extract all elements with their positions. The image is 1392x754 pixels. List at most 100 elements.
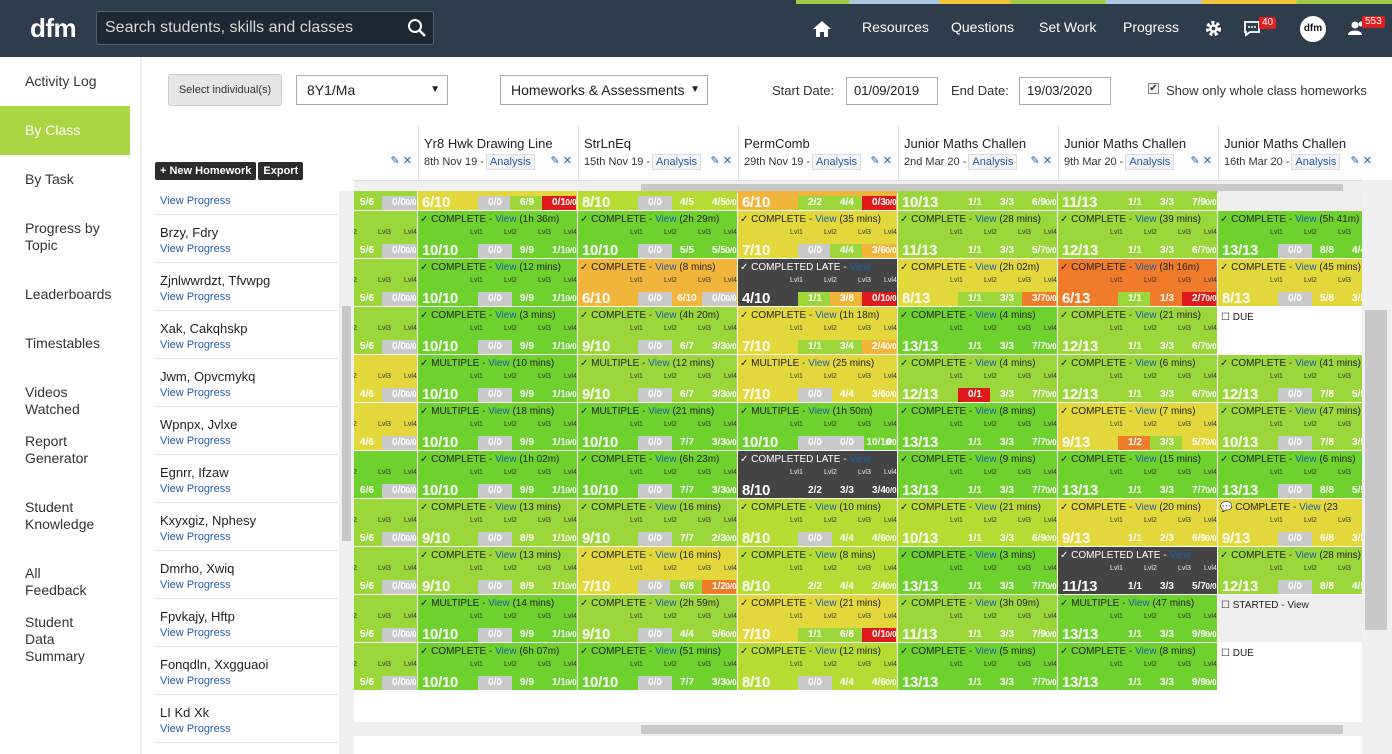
result-cell[interactable]: ✓ COMPLETE - View (12 mins) Lvl1 Lvl2 Lvl3 L… (418, 259, 577, 306)
bottom-scrollbar[interactable] (354, 722, 1362, 736)
sidebar-item-timestables[interactable]: Timestables (25, 335, 100, 351)
sidebar-item-progress-by-topic[interactable]: Progress by Topic (25, 220, 100, 253)
column-title[interactable]: StrLnEq (584, 136, 631, 151)
result-cell[interactable]: ✓ COMPLETE - View (8 mins) Lvl1 Lvl2 Lvl3 Lv… (898, 403, 1057, 450)
view-link[interactable]: View (975, 454, 997, 465)
view-link[interactable]: View (975, 406, 997, 417)
result-cell[interactable]: ✓ COMPLETE - View (2h 02m) Lvl1 Lvl2 Lvl3 Lv… (898, 259, 1057, 306)
result-cell[interactable]: ✓ COMPLETE - View (10 mins) Lvl1 Lvl2 Lvl3 L… (738, 499, 897, 546)
view-link[interactable]: View (849, 262, 871, 273)
student-name[interactable]: Dmrho, Xwiq (160, 561, 235, 576)
edit-remove-icons[interactable]: ✎ ✕ (710, 155, 733, 167)
nav-questions[interactable]: Questions (951, 19, 1015, 35)
result-cell[interactable]: ✓ COMPLETE - View (8 mins) Lvl1 Lvl2 Lvl3 Lv… (1058, 643, 1217, 690)
result-cell[interactable]: ✓ COMPLETE - View (13 mins) Lvl1 Lvl2 Lvl3 L… (418, 547, 577, 594)
analysis-button[interactable]: Analysis (968, 154, 1018, 170)
result-cell[interactable]: ✓ COMPLETE - View (9 mins) Lvl1 Lvl2 Lvl3 Lv… (898, 451, 1057, 498)
student-name[interactable]: Zjnlwwrdzt, Tfvwpg (160, 273, 271, 288)
student-name[interactable]: Fpvkajy, Hftp (160, 609, 235, 624)
view-progress-link[interactable]: View Progress (160, 675, 231, 687)
result-cell[interactable]: ☐ DUE (1218, 307, 1362, 354)
nav-progress[interactable]: Progress (1123, 19, 1180, 35)
view-link[interactable]: View (975, 358, 997, 369)
analysis-button[interactable]: Analysis (812, 154, 862, 170)
result-cell[interactable]: ✓ COMPLETE - View (6h 23m) Lvl1 Lvl2 Lvl3 Lv… (578, 451, 737, 498)
user-avatar[interactable]: dfm (1298, 14, 1328, 44)
result-cell[interactable]: ✓ COMPLETE - View (8 mins) Lvl1 Lvl2 Lvl3 Lv… (578, 259, 737, 306)
search-input[interactable] (97, 12, 433, 44)
search-box[interactable] (96, 11, 434, 45)
result-cell[interactable]: ✓ COMPLETE - View (6 mins) Lvl1 Lvl2 Lvl3 Lv… (1058, 355, 1217, 402)
student-name[interactable]: Brzy, Fdry (160, 225, 219, 240)
result-cell[interactable]: ✓ COMPLETE - View (13 mins) Lvl1 Lvl2 Lvl3 L… (418, 499, 577, 546)
view-link[interactable]: View (1128, 598, 1150, 609)
sidebar-item-by-task[interactable]: By Task (25, 171, 74, 187)
result-cell[interactable]: ✓ COMPLETE - View (47 mins)Lvl1Lvl2Lvl3L… (1218, 403, 1362, 450)
view-link[interactable]: View (1295, 214, 1317, 225)
column-title[interactable]: PermComb (744, 136, 810, 151)
view-link[interactable]: View (975, 310, 997, 321)
result-cell[interactable]: ✓ COMPLETE - View (3h 09m) Lvl1 Lvl2 Lvl3 Lv… (898, 595, 1057, 642)
edit-remove-icons[interactable]: ✎ ✕ (870, 155, 893, 167)
result-cell[interactable]: (27 mins)Lvl1Lvl2Lvl3Lvl42/25/60/00/0 (354, 595, 417, 642)
result-cell[interactable]: ✓ COMPLETE - View (3h 16m) Lvl1 Lvl2 Lvl3 Lv… (1058, 259, 1217, 306)
view-link[interactable]: View (648, 358, 670, 369)
gear-icon[interactable] (1204, 19, 1223, 38)
view-progress-link[interactable]: View Progress (160, 195, 231, 207)
view-link[interactable]: View (1295, 550, 1317, 561)
class-select[interactable]: 8Y1/Ma ▼ (296, 75, 448, 105)
student-name[interactable]: Egnrr, Ifzaw (160, 465, 229, 480)
view-link[interactable]: View (1169, 550, 1191, 561)
result-cell[interactable]: (3h 18m)Lvl1Lvl2Lvl3Lvl42/25/60/00/0 (354, 643, 417, 690)
start-date-input[interactable]: 01/09/2019 (846, 77, 938, 105)
view-link[interactable]: View (975, 262, 997, 273)
view-link[interactable]: View (655, 550, 677, 561)
scroll-thumb[interactable] (1365, 310, 1387, 630)
result-cell[interactable]: ✓ COMPLETE - View (5h 41m)Lvl1Lvl2Lvl3Lv… (1218, 211, 1362, 258)
nav-set-work[interactable]: Set Work (1039, 19, 1097, 35)
result-cell[interactable]: ✓ MULTIPLE - View (25 mins) Lvl1 Lvl2 Lvl3 L… (738, 355, 897, 402)
horizontal-scrollbar[interactable] (354, 180, 1362, 194)
scroll-thumb[interactable] (641, 184, 1343, 193)
view-link[interactable]: View (975, 646, 997, 657)
view-link[interactable]: View (1135, 406, 1157, 417)
result-cell[interactable]: (17 mins)Lvl1Lvl2Lvl3Lvl42/25/60/00/0 (354, 547, 417, 594)
view-link[interactable]: View (1295, 406, 1317, 417)
edit-remove-icons[interactable]: ✎ ✕ (1030, 155, 1053, 167)
result-cell[interactable]: (53 mins)Lvl1Lvl2Lvl3Lvl42/24/60/00/0 (354, 403, 417, 450)
nav-resources[interactable]: Resources (862, 19, 929, 35)
view-progress-link[interactable]: View Progress (160, 579, 231, 591)
view-link[interactable]: View (1295, 358, 1317, 369)
result-cell[interactable]: ✓ MULTIPLE - View (12 mins) Lvl1 Lvl2 Lvl3 L… (578, 355, 737, 402)
view-link[interactable]: View (495, 214, 517, 225)
export-button[interactable]: Export (258, 162, 304, 180)
scroll-thumb[interactable] (641, 725, 1343, 734)
result-cell[interactable]: ✓ COMPLETE - View (41 mins)Lvl1Lvl2Lvl3L… (1218, 355, 1362, 402)
result-cell[interactable]: (1h 18m)Lvl1Lvl2Lvl3Lvl42/25/60/00/0 (354, 307, 417, 354)
result-cell[interactable]: ✓ COMPLETE - View (2h 59m) Lvl1 Lvl2 Lvl3 Lv… (578, 595, 737, 642)
result-cell[interactable]: 💬 COMPLETE - View (23Lvl1Lvl2Lvl3Lvl49/1… (1218, 499, 1362, 546)
edit-remove-icons[interactable]: ✎ ✕ (1350, 155, 1373, 167)
student-name[interactable]: Kxyxgiz, Nphesy (160, 513, 257, 528)
view-link[interactable]: View (655, 646, 677, 657)
result-cell[interactable]: ✓ COMPLETE - View (28 mins) Lvl1 Lvl2 Lvl3 L… (898, 211, 1057, 258)
result-cell[interactable]: ✓ COMPLETE - View (16 mins) Lvl1 Lvl2 Lvl3 L… (578, 499, 737, 546)
result-cell[interactable]: ✓ COMPLETE - View (21 mins) Lvl1 Lvl2 Lvl3 L… (1058, 307, 1217, 354)
view-link[interactable]: View (488, 358, 510, 369)
view-progress-link[interactable]: View Progress (160, 435, 231, 447)
result-cell[interactable]: (35 mins)Lvl1Lvl2Lvl3Lvl42/25/60/00/0 (354, 211, 417, 258)
column-title[interactable]: Junior Maths Challen (1064, 136, 1187, 151)
analysis-button[interactable]: Analysis (485, 154, 535, 170)
result-cell[interactable]: ✓ COMPLETED LATE - View Lvl1 Lvl2 Lvl3 Lvl4 1… (1058, 547, 1217, 594)
student-name[interactable]: Wpnpx, Jvlxe (160, 417, 238, 432)
result-cell[interactable]: ✓ COMPLETE - View (1h 18m) Lvl1 Lvl2 Lvl3 Lv… (738, 307, 897, 354)
students-icon[interactable]: 553 (1348, 16, 1385, 41)
messages-icon[interactable]: 40 (1243, 17, 1277, 42)
sidebar-item-report-generator[interactable]: Report Generator (25, 433, 89, 466)
home-icon[interactable] (812, 20, 832, 38)
view-link[interactable]: View (1299, 502, 1321, 513)
result-cell[interactable]: ✓ COMPLETE - View (35 mins) Lvl1 Lvl2 Lvl3 L… (738, 211, 897, 258)
